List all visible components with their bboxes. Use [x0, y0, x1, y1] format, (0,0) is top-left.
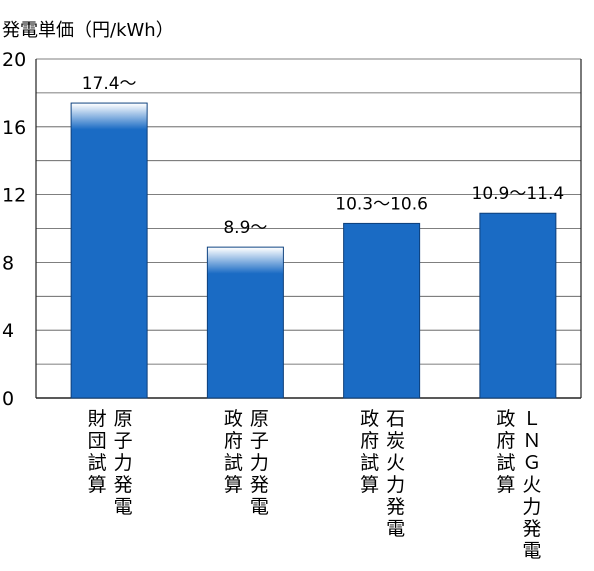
data-label: 17.4〜: [82, 74, 137, 94]
data-label: 10.9〜11.4: [472, 184, 565, 204]
y-tick-label: 12: [2, 185, 26, 207]
category-label: 原子力発電: [250, 408, 269, 518]
y-axis-label: 発電単価（円/kWh）: [2, 20, 174, 41]
category-label: 石炭火力発電: [386, 408, 405, 540]
y-tick-label: 4: [2, 320, 14, 342]
category-label: 財団試算: [88, 408, 107, 496]
y-tick-label: 8: [2, 252, 14, 274]
bar: [343, 222, 421, 399]
category-label: ＬＮＧ火力発電: [522, 408, 541, 562]
bar: [206, 246, 284, 399]
bar: [70, 102, 148, 399]
category-label: 原子力発電: [114, 408, 133, 518]
category-label: 政府試算: [224, 408, 243, 496]
y-tick-label: 16: [2, 117, 26, 139]
category-label: 政府試算: [496, 408, 515, 496]
bar: [479, 212, 557, 399]
y-tick-label: 0: [2, 388, 14, 410]
data-label: 8.9〜: [223, 218, 267, 238]
y-tick-label: 20: [2, 49, 26, 71]
data-label: 10.3〜10.6: [335, 194, 428, 214]
category-label: 政府試算: [360, 408, 379, 496]
